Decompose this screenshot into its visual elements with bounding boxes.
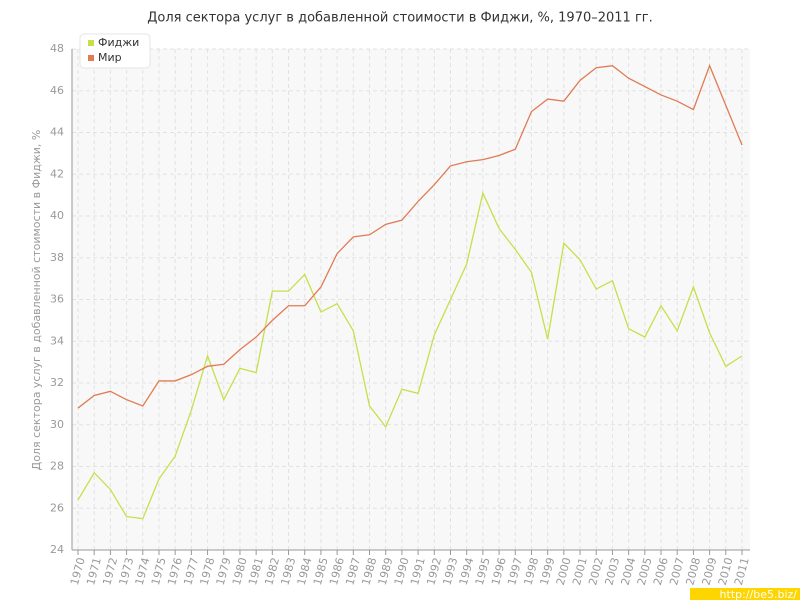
chart-title: Доля сектора услуг в добавленной стоимос… — [147, 11, 653, 26]
y-axis-label: Доля сектора услуг в добавленной стоимос… — [30, 130, 43, 471]
y-tick-label: 30 — [50, 418, 64, 431]
y-tick-label: 48 — [50, 42, 64, 55]
y-tick-label: 46 — [50, 84, 64, 97]
watermark: http://be5.biz/ — [720, 588, 798, 600]
legend-label: Фиджи — [98, 36, 139, 49]
legend-label: Мир — [98, 51, 122, 64]
y-tick-label: 28 — [50, 460, 64, 473]
series-line — [77, 63, 743, 409]
legend-swatch — [88, 55, 94, 61]
y-tick-label: 26 — [50, 501, 64, 514]
y-tick-label: 40 — [50, 209, 64, 222]
y-tick-label: 32 — [50, 376, 64, 389]
legend-swatch — [88, 40, 94, 46]
y-tick-label: 42 — [50, 167, 64, 180]
y-tick-label: 36 — [50, 293, 64, 306]
y-tick-label: 38 — [50, 251, 64, 264]
series-line — [77, 191, 743, 520]
y-tick-label: 44 — [50, 126, 64, 139]
y-tick-label: 24 — [50, 543, 64, 556]
watermark-bg — [690, 588, 800, 600]
legend-box — [79, 33, 151, 69]
y-tick-label: 34 — [50, 334, 64, 347]
